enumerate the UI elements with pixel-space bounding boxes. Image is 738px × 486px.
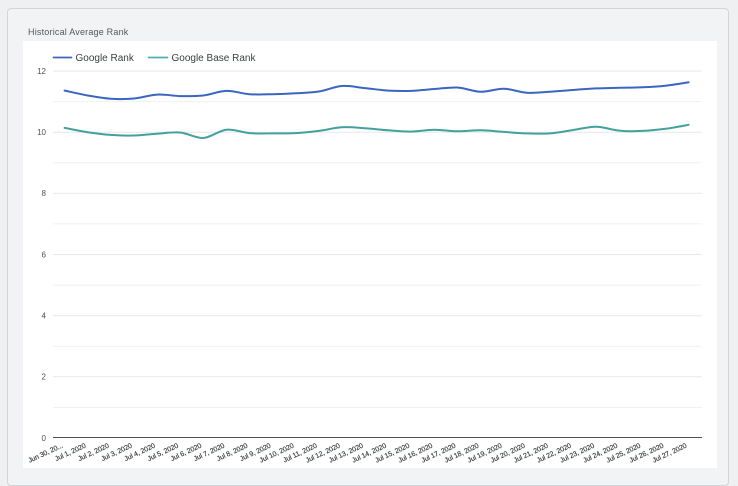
svg-text:Google Rank: Google Rank [76,53,135,64]
svg-text:4: 4 [42,312,47,321]
svg-text:12: 12 [37,67,46,76]
svg-text:Google Base Rank: Google Base Rank [172,53,257,64]
svg-text:2: 2 [42,373,47,382]
svg-text:0: 0 [42,434,47,443]
svg-text:10: 10 [37,128,46,137]
svg-text:8: 8 [42,189,47,198]
svg-text:6: 6 [42,250,47,259]
